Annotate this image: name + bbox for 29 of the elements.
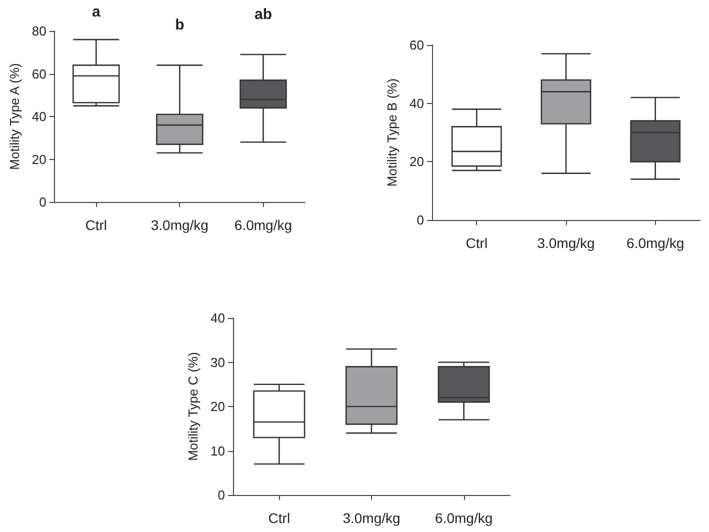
x-tick-label: 3.0mg/kg: [342, 510, 400, 526]
y-tick-label: 0: [416, 212, 424, 228]
y-tick-label: 60: [32, 66, 46, 82]
text: a: [92, 4, 101, 20]
y-tick-label: 40: [32, 109, 46, 124]
x-tick-label: 3.0mg/kg: [150, 217, 208, 233]
y-axis-title: Motility Type C (%): [186, 352, 201, 461]
y-tick-label: 20: [210, 399, 225, 414]
x-tick-label: 6.0mg/kg: [234, 217, 292, 233]
y-tick-label: 20: [32, 152, 46, 167]
y-tick-label: 20: [410, 154, 424, 170]
y-tick-label: 60: [410, 38, 424, 52]
x-tick-label: 6.0mg/kg: [435, 510, 493, 526]
x-tick-label: Ctrl: [268, 510, 290, 526]
x-tick-label: Ctrl: [85, 217, 108, 233]
x-tick-label: 6.0mg/kg: [626, 235, 684, 251]
annotation: b: [175, 16, 184, 34]
y-tick-label: 40: [210, 310, 225, 326]
y-tick-label: 30: [210, 354, 225, 370]
x-tick-label: Ctrl: [466, 235, 488, 251]
y-axis-title: Motility Type B (%): [384, 78, 400, 187]
x-tick-label: 3.0mg/kg: [537, 235, 595, 251]
text: ab: [254, 6, 272, 24]
y-tick-label: 0: [218, 488, 225, 502]
y-tick-label: 10: [210, 443, 225, 458]
y-tick-label: 80: [32, 24, 46, 38]
y-tick-label: 40: [410, 96, 424, 111]
y-axis-title: Motility Type A (%): [7, 63, 22, 170]
y-tick-label: 0: [39, 194, 46, 210]
